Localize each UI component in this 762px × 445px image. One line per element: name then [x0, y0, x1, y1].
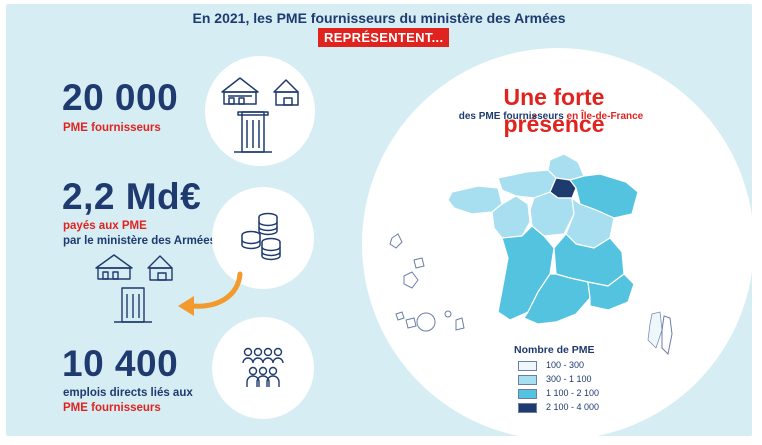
stat-jobs-sublabel: PME fournisseurs	[63, 402, 161, 414]
legend-label: 2 100 - 4 000	[546, 402, 600, 412]
people-icon	[242, 347, 284, 387]
legend-label: 300 - 1 100	[546, 374, 592, 384]
header-tag: REPRÉSENTENT...	[318, 28, 450, 47]
map-title: Une forte présence	[503, 84, 605, 137]
france-map	[447, 153, 663, 349]
legend-label: 100 - 300	[546, 360, 585, 370]
corsica-outline	[661, 315, 673, 356]
legend-label: 1 100 - 2 100	[546, 388, 600, 398]
stat-payment-sublabel: par le ministère des Armées	[63, 235, 216, 247]
stat-pme-label: PME fournisseurs	[63, 122, 161, 134]
region-occitanie	[523, 273, 591, 325]
stat-jobs-label: emplois directs liés aux	[63, 387, 193, 399]
infographic-card: En 2021, les PME fournisseurs du ministè…	[6, 4, 752, 436]
overseas-territories	[389, 233, 425, 329]
buildings-icon	[221, 77, 299, 153]
region-pays-de-la-loire	[491, 195, 531, 239]
header-title: En 2021, les PME fournisseurs du ministè…	[192, 10, 566, 26]
legend-title: Nombre de PME	[514, 344, 595, 356]
legend-swatch	[518, 361, 537, 371]
stat-pme-value: 20 000	[62, 77, 179, 118]
region-centre	[529, 191, 575, 237]
buildings-circle	[205, 56, 315, 166]
reunion-mayotte	[416, 310, 465, 332]
stat-payment-label: payés aux PME	[63, 220, 147, 232]
legend-swatch	[518, 375, 537, 385]
curved-arrow-icon	[178, 271, 243, 316]
region-corse	[647, 311, 663, 349]
map-subtitle-part: des PME fournisseurs	[458, 111, 567, 122]
stat-jobs-value: 10 400	[62, 343, 179, 384]
coins-icon	[241, 212, 281, 261]
buildings-small-icon	[95, 254, 173, 323]
legend-swatch	[518, 389, 537, 399]
stat-payment-value: 2,2 Md€	[62, 176, 202, 217]
region-paca	[587, 273, 635, 311]
map-subtitle: des PME fournisseurs en Île-de-France	[446, 111, 656, 122]
map-circle	[362, 48, 752, 436]
coins-circle	[212, 187, 314, 289]
legend-swatch	[518, 403, 537, 413]
map-subtitle-highlight: en Île-de-France	[566, 111, 644, 122]
